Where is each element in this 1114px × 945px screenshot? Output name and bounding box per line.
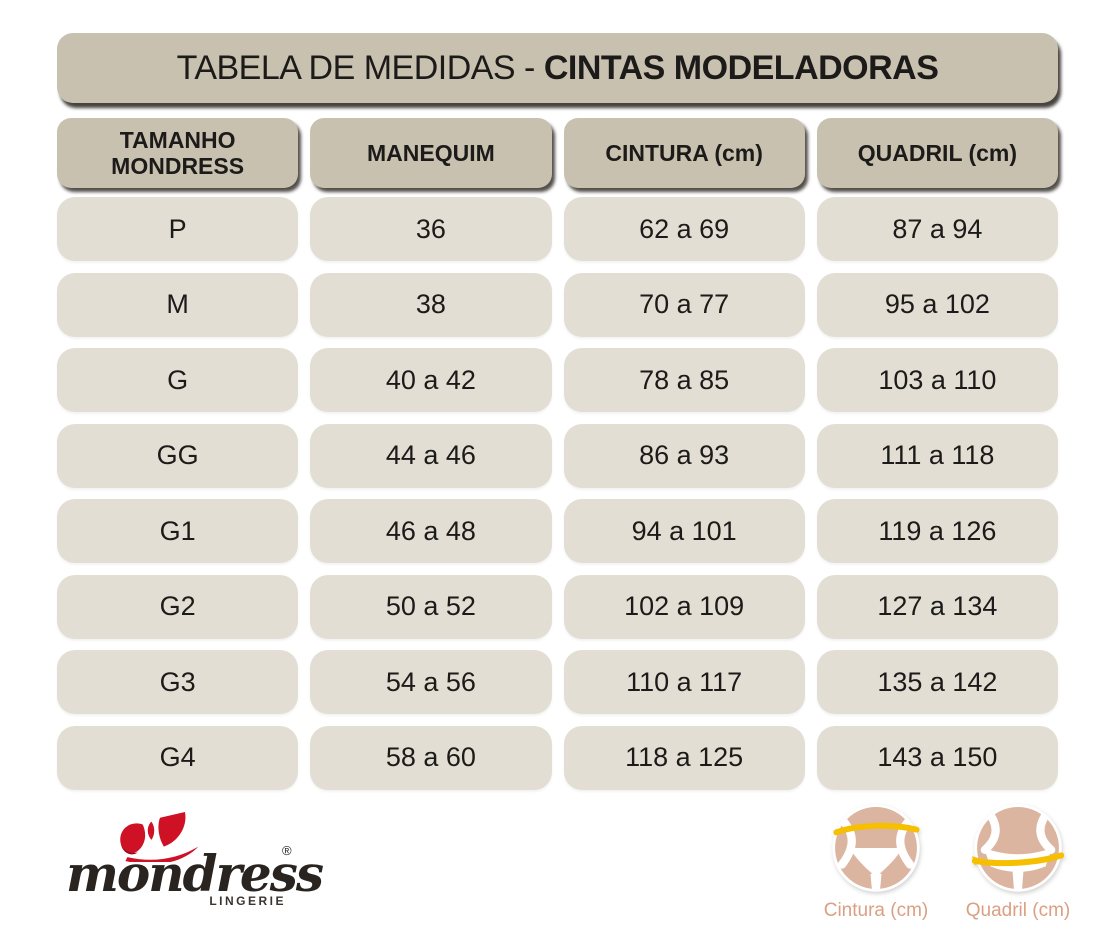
- header-cell-manequim: MANEQUIM: [310, 118, 552, 188]
- table-cell: 58 a 60: [310, 725, 552, 790]
- table-row: M 38 70 a 77 95 a 102: [57, 272, 1058, 337]
- table-cell: G: [57, 348, 299, 412]
- table-cell: 78 a 85: [563, 348, 805, 412]
- header-line: MONDRESS: [111, 153, 245, 179]
- table-cell: 44 a 46: [310, 423, 552, 488]
- table-row: GG 44 a 46 86 a 93 111 a 118: [57, 423, 1058, 488]
- table-cell: 50 a 52: [310, 574, 552, 639]
- header-cell-quadril: QUADRIL (cm): [816, 118, 1058, 188]
- table-cell: 62 a 69: [563, 197, 805, 261]
- table-cell: 95 a 102: [816, 272, 1058, 337]
- table-row: G3 54 a 56 110 a 117 135 a 142: [57, 650, 1058, 714]
- table-cell: 102 a 109: [563, 574, 805, 639]
- header-line: QUADRIL (cm): [857, 140, 1018, 166]
- table-cell: G1: [57, 499, 299, 563]
- table-cell: 87 a 94: [816, 197, 1058, 261]
- table-header-row: TAMANHO MONDRESS MANEQUIM CINTURA (cm) Q…: [57, 118, 1058, 188]
- table-cell: GG: [57, 423, 299, 488]
- legend-label: Quadril (cm): [965, 900, 1071, 921]
- size-table: TAMANHO MONDRESS MANEQUIM CINTURA (cm) Q…: [57, 118, 1058, 801]
- table-cell: 94 a 101: [563, 499, 805, 563]
- table-cell: 127 a 134: [816, 574, 1058, 639]
- waist-measure-icon: [832, 804, 920, 892]
- title-bar: TABELA DE MEDIDAS - CINTAS MODELADORAS: [57, 33, 1058, 103]
- table-cell: 118 a 125: [563, 725, 805, 790]
- legend-item-quadril: Quadril (cm): [962, 802, 1074, 932]
- table-cell: 40 a 42: [310, 348, 552, 412]
- table-row: G2 50 a 52 102 a 109 127 a 134: [57, 574, 1058, 639]
- table-cell: 135 a 142: [816, 650, 1058, 714]
- table-row: G4 58 a 60 118 a 125 143 a 150: [57, 725, 1058, 790]
- size-table-body: P 36 62 a 69 87 a 94 M 38 70 a 77 95 a 102 G 40 a…: [57, 197, 1058, 790]
- table-cell: 36: [310, 197, 552, 261]
- header-line: CINTURA (cm): [605, 140, 763, 166]
- registered-mark-icon: ®: [282, 843, 292, 858]
- header-cell-tamanho: TAMANHO MONDRESS: [57, 118, 299, 188]
- table-cell: P: [57, 197, 299, 261]
- table-row: P 36 62 a 69 87 a 94: [57, 197, 1058, 261]
- header-line: MANEQUIM: [366, 140, 495, 166]
- legend-label: Cintura (cm): [823, 900, 929, 921]
- table-row: G 40 a 42 78 a 85 103 a 110: [57, 348, 1058, 412]
- table-cell: 110 a 117: [563, 650, 805, 714]
- table-cell: 70 a 77: [563, 272, 805, 337]
- table-cell: 111 a 118: [816, 423, 1058, 488]
- table-cell: 143 a 150: [816, 725, 1058, 790]
- table-cell: G2: [57, 574, 299, 639]
- table-cell: M: [57, 272, 299, 337]
- brand-logo: mondress ® LINGERIE: [64, 810, 324, 920]
- brand-tagline: LINGERIE: [209, 894, 286, 908]
- legend-item-cintura: Cintura (cm): [820, 802, 932, 932]
- header-cell-cintura: CINTURA (cm): [563, 118, 805, 188]
- hip-measure-icon: [972, 804, 1064, 892]
- flower-icon: [120, 812, 199, 862]
- table-cell: 38: [310, 272, 552, 337]
- table-cell: 46 a 48: [310, 499, 552, 563]
- measurement-legend: Cintura (cm) Quadril (cm): [820, 802, 1080, 932]
- brand-name: mondress: [66, 844, 324, 903]
- header-line: TAMANHO: [119, 127, 236, 153]
- table-cell: G4: [57, 725, 299, 790]
- table-cell: 103 a 110: [816, 348, 1058, 412]
- table-cell: 119 a 126: [816, 499, 1058, 563]
- title-prefix: TABELA DE MEDIDAS -: [176, 48, 544, 87]
- table-cell: G3: [57, 650, 299, 714]
- table-cell: 86 a 93: [563, 423, 805, 488]
- table-cell: 54 a 56: [310, 650, 552, 714]
- title-emphasis: CINTAS MODELADORAS: [543, 48, 939, 87]
- table-row: G1 46 a 48 94 a 101 119 a 126: [57, 499, 1058, 563]
